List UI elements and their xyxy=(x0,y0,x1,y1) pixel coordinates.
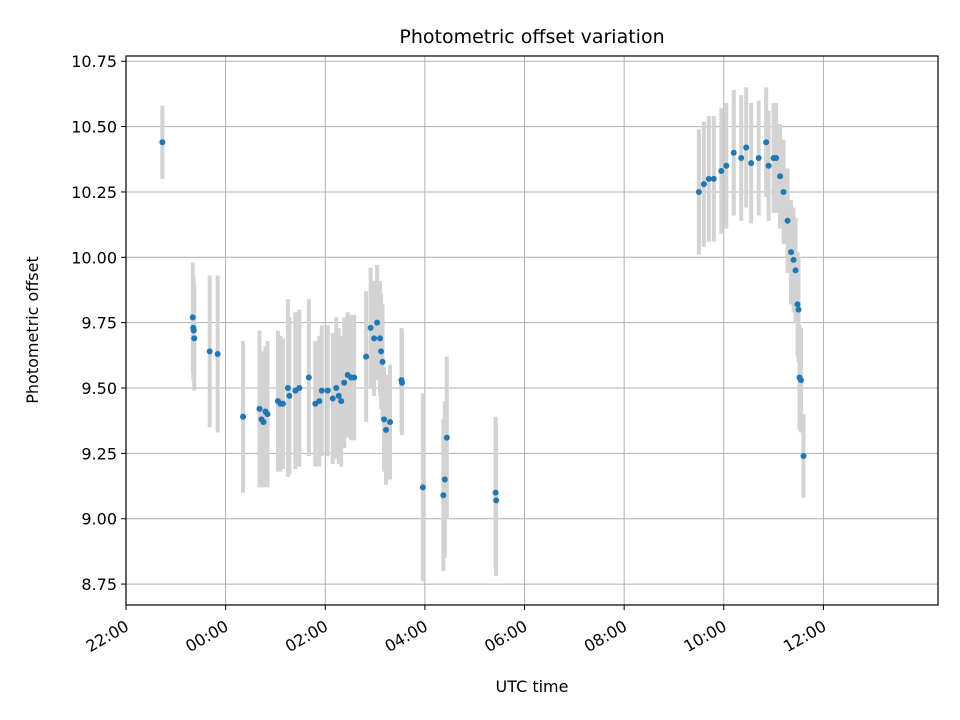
data-point xyxy=(780,188,787,195)
data-point xyxy=(795,306,802,313)
data-point xyxy=(700,181,707,188)
y-tick-label: 9.75 xyxy=(81,314,117,333)
data-point xyxy=(338,398,345,405)
data-point xyxy=(367,324,374,331)
data-point xyxy=(387,419,394,425)
data-point xyxy=(695,188,702,195)
data-point xyxy=(755,154,762,161)
y-axis-label: Photometric offset xyxy=(23,256,42,404)
data-point xyxy=(792,267,799,274)
data-point xyxy=(240,413,247,420)
data-point xyxy=(363,353,370,360)
data-point xyxy=(286,392,293,399)
data-point xyxy=(443,434,450,441)
data-point xyxy=(341,379,348,386)
y-tick-label: 10.50 xyxy=(71,118,117,137)
data-point xyxy=(440,492,447,499)
data-point xyxy=(316,398,323,405)
data-point xyxy=(379,358,386,365)
y-tick-label: 10.00 xyxy=(71,248,117,267)
data-point xyxy=(190,327,197,334)
data-point xyxy=(710,175,717,182)
chart-title: Photometric offset variation xyxy=(399,26,664,48)
data-point xyxy=(374,319,381,326)
data-point xyxy=(738,154,745,161)
data-point xyxy=(800,452,807,459)
data-point xyxy=(256,405,263,412)
data-points xyxy=(159,139,807,504)
data-point xyxy=(777,173,784,180)
y-tick-label: 10.75 xyxy=(71,52,117,71)
data-point xyxy=(743,144,750,151)
data-point xyxy=(214,351,221,358)
data-point xyxy=(765,162,772,169)
data-point xyxy=(189,314,196,321)
data-point xyxy=(206,348,213,355)
data-point xyxy=(371,335,378,342)
data-point xyxy=(784,217,791,224)
data-point xyxy=(335,392,342,399)
data-point xyxy=(284,385,291,392)
data-point xyxy=(159,139,166,146)
data-point xyxy=(324,387,331,394)
data-point xyxy=(333,385,340,392)
plot-frame xyxy=(125,55,939,606)
data-point xyxy=(718,168,725,175)
data-point xyxy=(191,335,198,342)
y-tick-label: 8.75 xyxy=(81,575,117,594)
data-point xyxy=(351,374,358,381)
data-point xyxy=(260,419,267,425)
data-point xyxy=(748,160,755,167)
y-axis: 8.75 9.00 9.25 9.50 9.75 10.00 10.25 10.50 10.75 xyxy=(71,52,126,594)
data-point xyxy=(763,139,770,146)
y-tick-label: 10.25 xyxy=(71,183,117,202)
data-point xyxy=(794,301,801,308)
data-point xyxy=(441,476,448,483)
data-point xyxy=(493,497,500,504)
data-point xyxy=(788,249,795,256)
data-point xyxy=(773,154,780,161)
data-point xyxy=(329,395,336,402)
data-point xyxy=(723,162,730,169)
data-point xyxy=(279,400,286,407)
y-tick-label: 9.25 xyxy=(81,444,117,463)
data-point xyxy=(296,385,303,392)
y-tick-label: 9.00 xyxy=(81,510,117,529)
data-point xyxy=(378,348,385,355)
x-axis-label: UTC time xyxy=(496,677,569,696)
data-point xyxy=(419,484,426,491)
data-point xyxy=(798,377,805,384)
data-point xyxy=(398,379,405,386)
data-point xyxy=(383,426,390,433)
data-point xyxy=(264,411,271,418)
data-point xyxy=(705,175,712,182)
data-point xyxy=(730,149,737,156)
data-point xyxy=(305,374,312,381)
data-point xyxy=(318,387,325,394)
data-point xyxy=(377,335,384,342)
data-point xyxy=(790,256,797,263)
data-point xyxy=(381,416,388,423)
y-tick-label: 9.50 xyxy=(81,379,117,398)
data-point xyxy=(492,489,499,496)
